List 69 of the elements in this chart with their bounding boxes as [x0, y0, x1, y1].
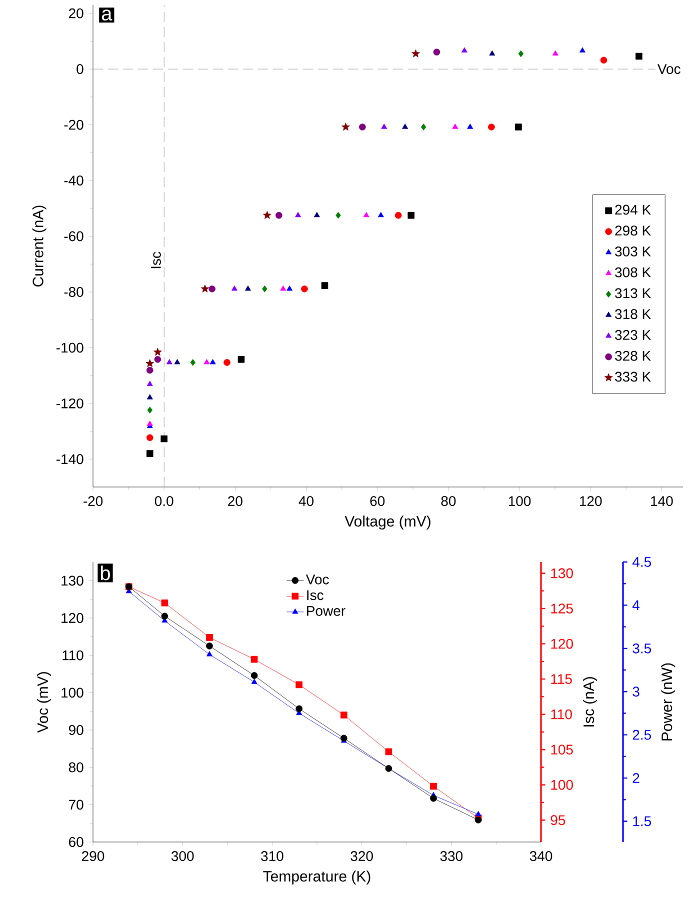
x-tick-label: 0.0 — [154, 496, 174, 506]
y-tick-label: 100 — [62, 688, 84, 698]
y-tick-label: 0 — [76, 64, 84, 74]
legend-label: Power — [307, 606, 346, 616]
y2-tick-label: 95 — [550, 815, 566, 826]
y-tick-label: -20 — [64, 120, 84, 130]
y-tick-label: -60 — [64, 231, 84, 242]
y-tick-label: -80 — [64, 287, 84, 297]
x-tick-label: 60 — [370, 496, 385, 506]
legend-label: 333 K — [615, 372, 651, 382]
legend-label: 303 K — [615, 246, 651, 256]
y-tick-label: 90 — [68, 725, 84, 735]
y2-tick-label: 105 — [551, 744, 573, 755]
y-tick-label: -100 — [56, 342, 84, 353]
y3-tick-label: 2.5 — [632, 730, 652, 740]
y3-tick-label: 2 — [632, 773, 640, 783]
y-tick-label: 110 — [62, 650, 84, 660]
y-tick-label: -120 — [56, 398, 84, 408]
y2-tick-label: 130 — [551, 568, 573, 578]
y-tick-label: 80 — [68, 762, 84, 772]
y-axis-title: Current (nA) — [32, 206, 46, 286]
y-tick-label: 130 — [62, 576, 84, 586]
x-tick-label: 290 — [82, 851, 104, 862]
x-tick-label: 140 — [651, 496, 673, 506]
x-tick-label: 320 — [350, 851, 373, 862]
annotation: a — [102, 10, 112, 21]
y-tick-label: -40 — [64, 176, 84, 186]
y-tick-label: 120 — [62, 613, 84, 623]
y3-tick-label: 3 — [632, 686, 640, 697]
y2-tick-label: 100 — [551, 780, 573, 790]
legend-label: 318 K — [615, 309, 651, 320]
y3-tick-label: 1.5 — [633, 816, 652, 826]
legend-label: 308 K — [615, 267, 651, 278]
ref-line-label: Voc — [658, 64, 680, 74]
y3-tick-label: 4.5 — [632, 557, 652, 567]
annotation: b — [100, 566, 110, 580]
y-tick-label: -140 — [56, 454, 84, 464]
legend-label: 294 K — [615, 204, 651, 215]
y-tick-label: 60 — [69, 837, 84, 847]
y2-tick-label: 110 — [551, 709, 572, 720]
y-axis-title: Voc (mV) — [37, 672, 51, 733]
x-tick-label: 100 — [508, 496, 531, 506]
y2-tick-label: 115 — [551, 674, 572, 684]
x-tick-label: 300 — [171, 851, 194, 862]
legend-label: 328 K — [615, 350, 651, 361]
y2-axis-title: Isc (nA) — [583, 677, 598, 726]
y3-tick-label: 3.5 — [632, 643, 652, 654]
x-tick-label: -20 — [84, 496, 103, 506]
y-tick-label: 70 — [69, 800, 84, 810]
legend-label: Isc — [307, 590, 324, 600]
x-axis-title: Voltage (mV) — [344, 516, 430, 530]
y3-axis-title: Power (nW) — [661, 663, 676, 740]
legend-label: 313 K — [615, 288, 651, 298]
x-tick-label: 120 — [580, 496, 602, 506]
x-tick-label: 20 — [228, 496, 242, 506]
x-tick-label: 340 — [530, 851, 552, 862]
x-tick-label: 40 — [298, 496, 314, 506]
legend-label: 298 K — [615, 226, 651, 236]
x-tick-label: 80 — [441, 496, 456, 506]
y2-tick-label: 120 — [551, 638, 573, 649]
legend-label: Voc — [306, 574, 329, 584]
legend-label: 323 K — [615, 330, 651, 340]
x-tick-label: 310 — [261, 851, 284, 862]
y-tick-label: 20 — [69, 8, 84, 18]
x-axis-title: Temperature (K) — [263, 870, 370, 885]
y3-tick-label: 4 — [632, 600, 640, 610]
y2-tick-label: 125 — [551, 604, 573, 614]
ref-line-label: Isc — [151, 252, 161, 268]
x-tick-label: 330 — [440, 851, 463, 862]
